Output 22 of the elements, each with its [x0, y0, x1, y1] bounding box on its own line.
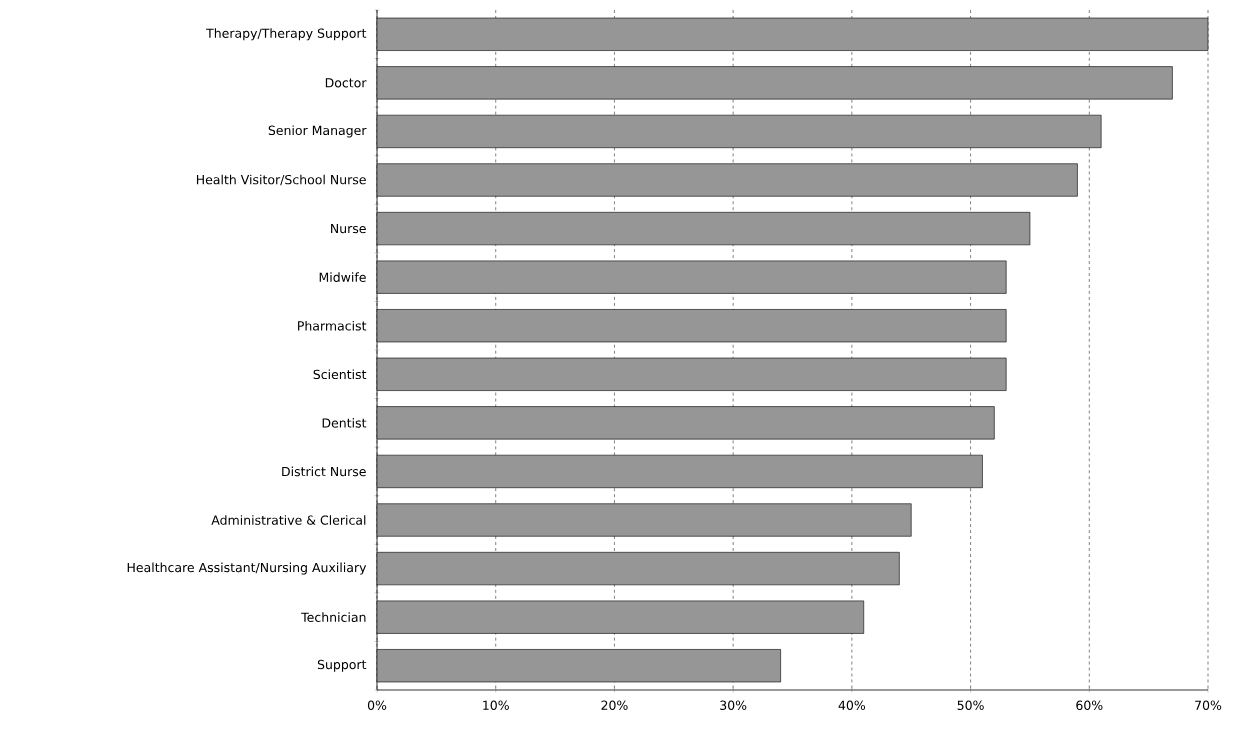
x-tick-label: 20%: [601, 700, 628, 710]
y-tick-label: Healthcare Assistant/Nursing Auxiliary: [127, 562, 367, 575]
x-tick-label: 30%: [720, 700, 747, 710]
x-tick-label: 40%: [838, 700, 866, 710]
x-tick-label: 50%: [957, 700, 984, 710]
x-tick-label: 10%: [483, 700, 509, 710]
y-tick-label: Health Visitor/School Nurse: [196, 174, 366, 186]
y-tick-label: Therapy/Therapy Support: [206, 28, 367, 41]
y-tick-label: Dentist: [322, 418, 367, 428]
y-tick-label: Administrative & Clerical: [211, 515, 366, 525]
y-tick-label: Midwife: [319, 272, 366, 282]
y-tick-label: Doctor: [325, 78, 367, 88]
y-tick-label: Technician: [301, 612, 366, 622]
x-tick-label: 60%: [1076, 700, 1103, 710]
y-tick-label: District Nurse: [282, 466, 366, 477]
y-tick-label: Nurse: [331, 223, 366, 234]
y-tick-label: Senior Manager: [268, 125, 367, 138]
x-tick-label: 0%: [367, 700, 387, 710]
y-tick-label: Pharmacist: [298, 320, 367, 331]
y-tick-label: Support: [317, 659, 367, 672]
y-tick-label: Scientist: [313, 369, 367, 380]
x-tick-label: 70%: [1195, 700, 1222, 710]
